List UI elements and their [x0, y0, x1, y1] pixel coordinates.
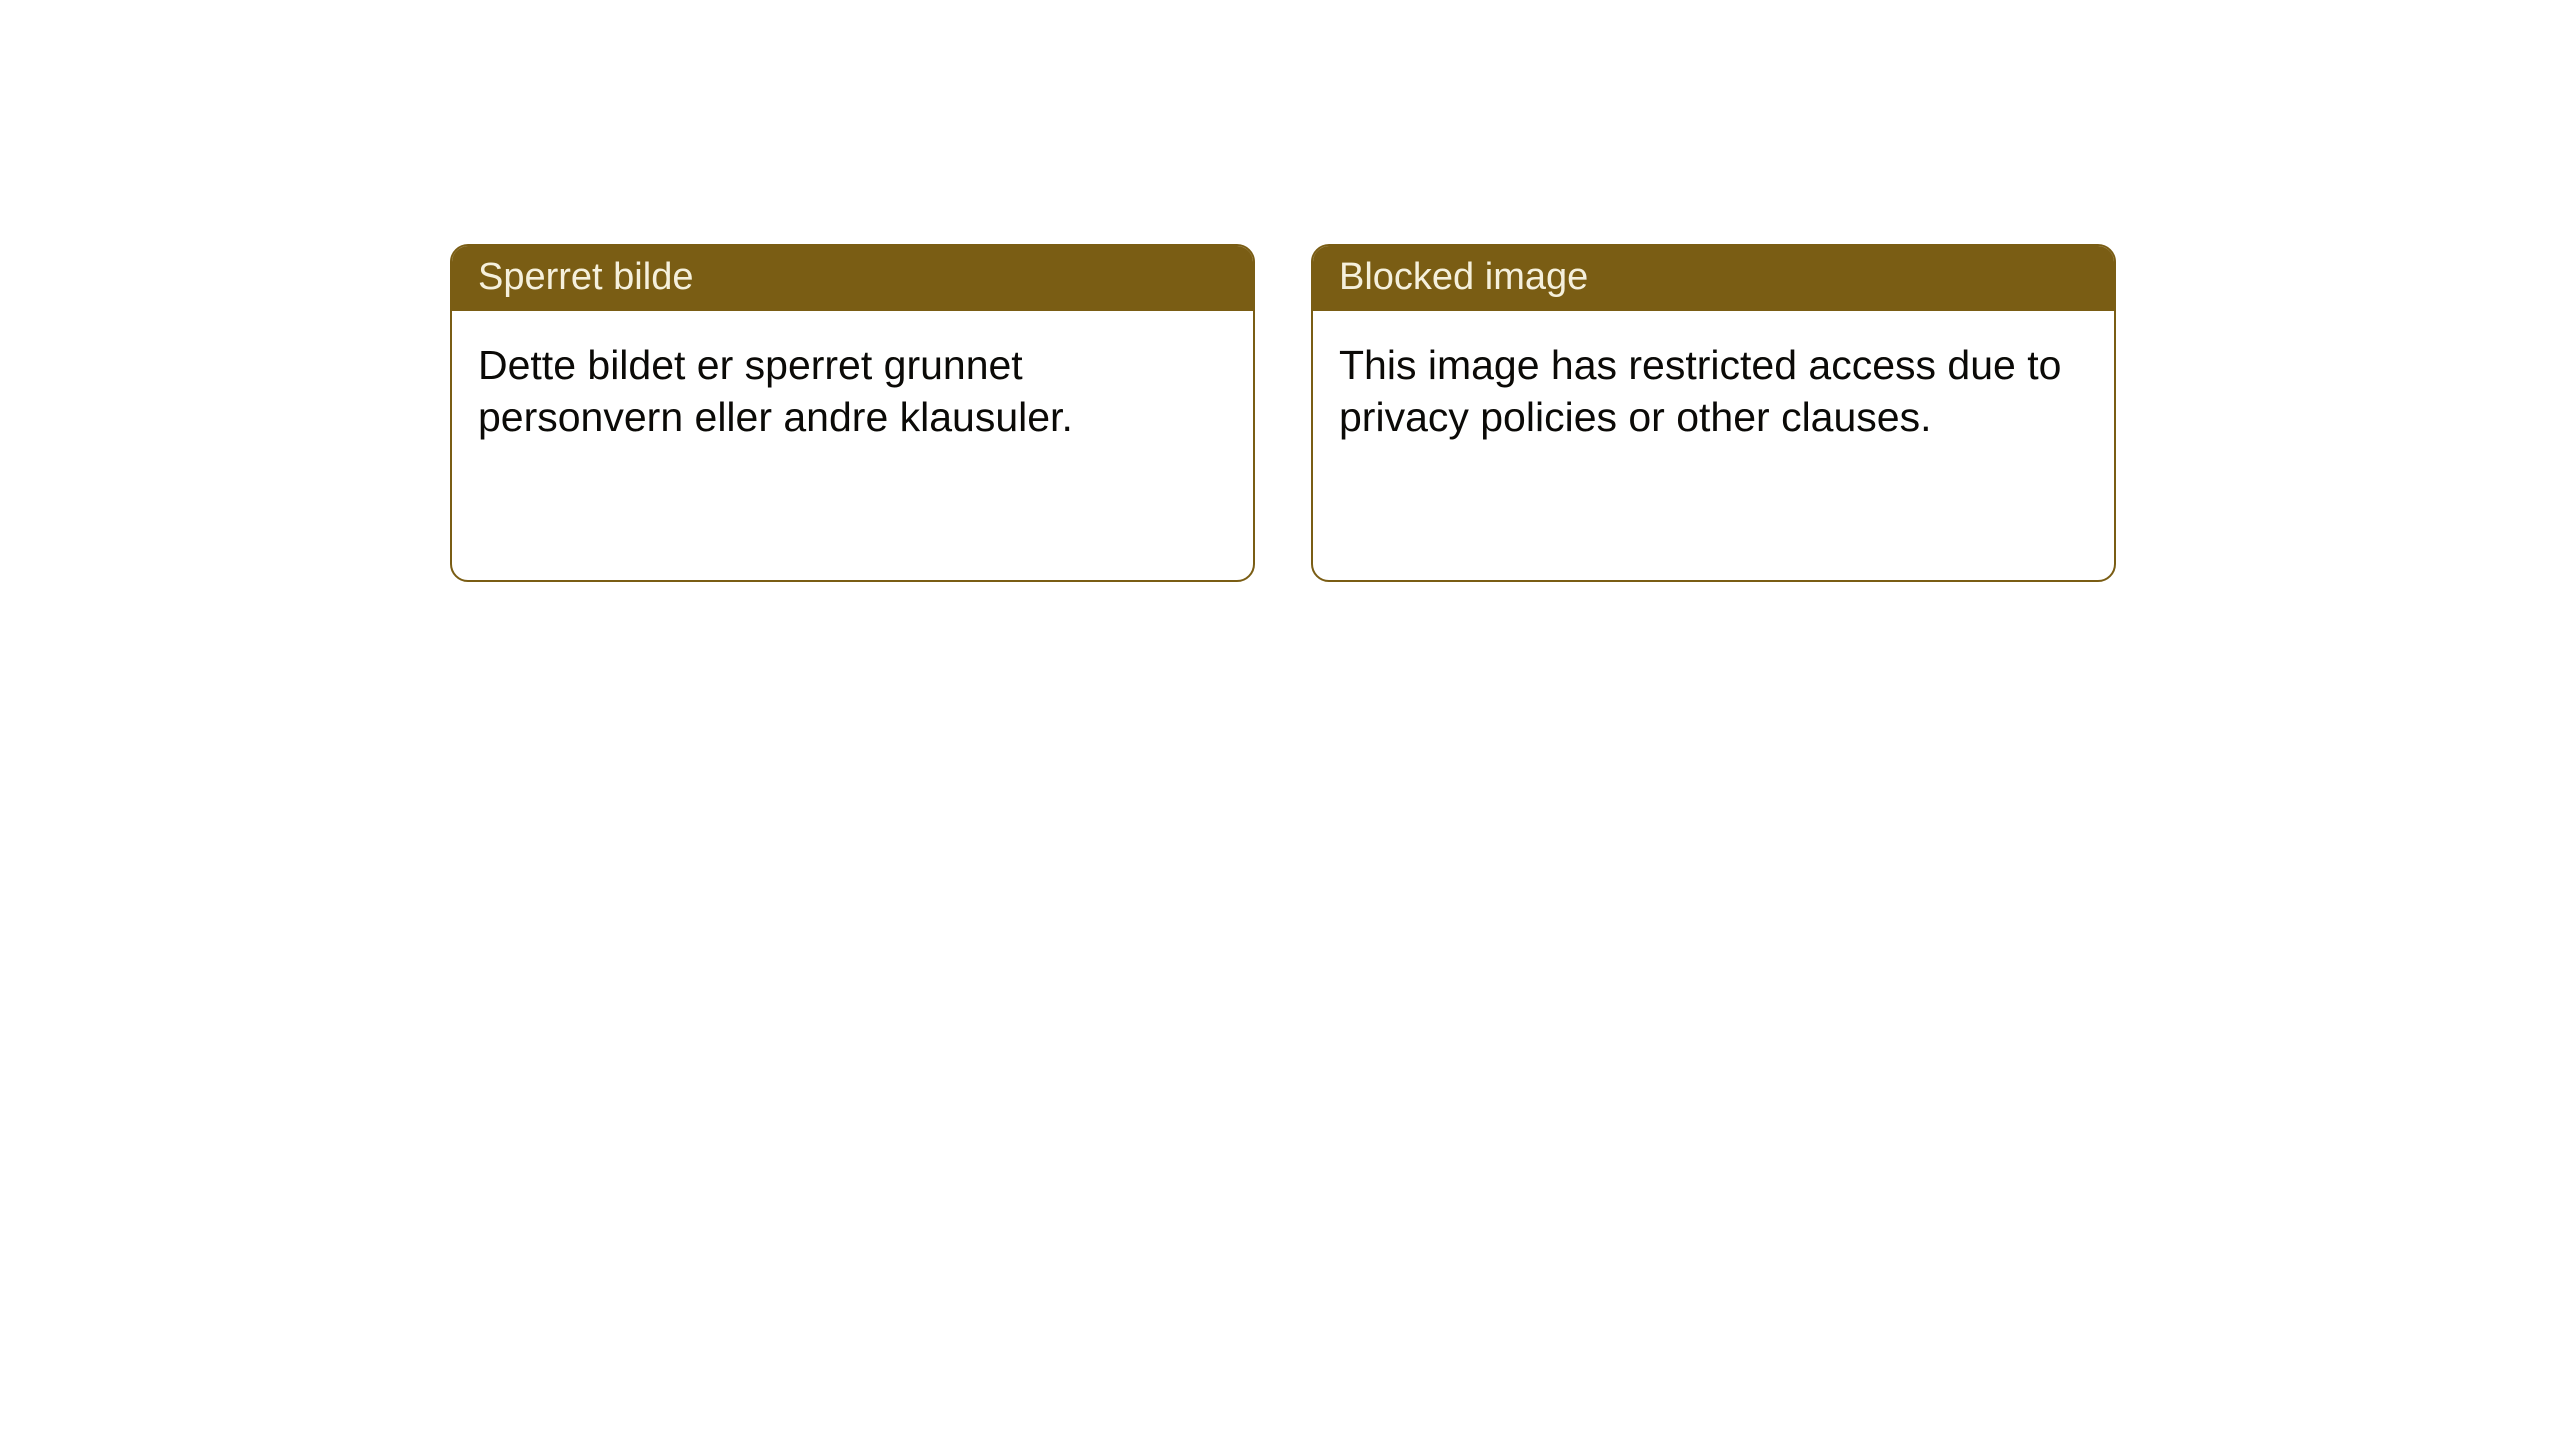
- notice-text: Dette bildet er sperret grunnet personve…: [478, 342, 1073, 440]
- notice-body: This image has restricted access due to …: [1313, 311, 2114, 472]
- notice-title: Blocked image: [1339, 256, 1588, 298]
- notice-header: Blocked image: [1313, 246, 2114, 311]
- notice-card-norwegian: Sperret bilde Dette bildet er sperret gr…: [450, 244, 1255, 582]
- notice-title: Sperret bilde: [478, 256, 693, 298]
- notice-container: Sperret bilde Dette bildet er sperret gr…: [450, 244, 2116, 582]
- notice-header: Sperret bilde: [452, 246, 1253, 311]
- notice-card-english: Blocked image This image has restricted …: [1311, 244, 2116, 582]
- notice-body: Dette bildet er sperret grunnet personve…: [452, 311, 1253, 472]
- notice-text: This image has restricted access due to …: [1339, 342, 2061, 440]
